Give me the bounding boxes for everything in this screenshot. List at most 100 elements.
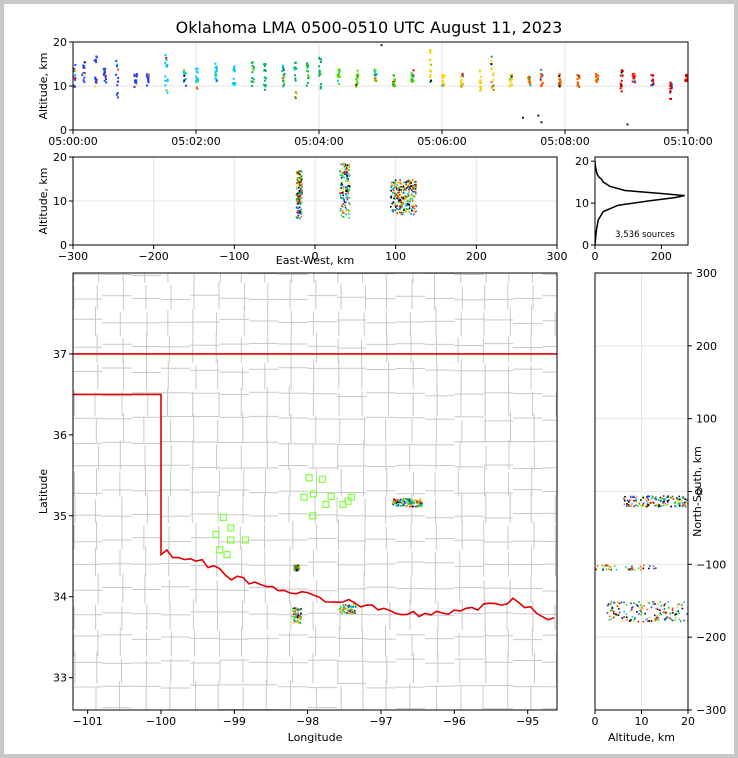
north-south-source — [639, 607, 641, 609]
north-south-x-tick-label: 20 — [681, 715, 695, 728]
map-source — [296, 616, 299, 619]
north-south-source — [672, 611, 674, 614]
map-source — [340, 606, 343, 608]
north-south-source — [654, 619, 656, 622]
east-west-source — [297, 197, 299, 199]
map-source — [393, 498, 395, 501]
east-west-source — [404, 196, 406, 199]
map-source — [297, 613, 299, 616]
time-altitude-source — [492, 84, 495, 87]
north-south-source — [684, 501, 687, 503]
time-altitude-source — [429, 51, 432, 54]
east-west-source — [348, 202, 350, 204]
north-south-source — [635, 498, 637, 501]
county-line — [312, 273, 318, 710]
time-altitude-source — [164, 61, 167, 64]
time-altitude-source — [318, 72, 321, 75]
north-south-source — [607, 564, 610, 567]
east-west-source — [343, 165, 346, 168]
east-west-source — [341, 209, 344, 212]
north-south-source — [648, 616, 651, 619]
east-west-source — [397, 208, 399, 211]
map-source — [349, 608, 351, 611]
time-altitude-source — [116, 65, 118, 68]
map-source — [298, 616, 300, 618]
time-altitude-source — [576, 78, 579, 81]
north-south-source — [626, 567, 629, 570]
north-south-source — [665, 611, 668, 613]
data-layer — [73, 44, 688, 625]
east-west-source — [408, 182, 411, 185]
time-altitude-source — [356, 80, 359, 83]
north-south-source — [616, 605, 619, 607]
east-west-source — [348, 210, 351, 212]
east-west-source — [391, 210, 394, 212]
time-altitude-source — [355, 78, 357, 81]
north-south-source — [659, 609, 661, 611]
north-south-source — [609, 568, 612, 571]
county-line — [73, 512, 557, 519]
east-west-x-tick-label: 0 — [312, 250, 319, 263]
time-altitude-source — [577, 83, 580, 86]
north-south-source — [637, 620, 640, 623]
north-south-source — [663, 504, 666, 506]
east-west-source — [410, 213, 412, 215]
north-south-source — [683, 501, 686, 504]
east-west-source — [342, 172, 344, 175]
north-south-source — [646, 608, 649, 611]
north-south-source — [651, 502, 654, 505]
map-source — [347, 605, 349, 608]
time-altitude-source — [251, 85, 254, 88]
map-source — [300, 608, 302, 610]
map-x-tick-label: −97 — [369, 715, 392, 728]
north-south-source — [678, 618, 681, 621]
county-line — [73, 464, 557, 469]
time-altitude-source — [508, 84, 511, 87]
time-altitude-source — [104, 76, 107, 79]
north-south-source — [670, 497, 672, 500]
east-west-source — [345, 170, 348, 173]
map-source — [346, 612, 348, 614]
east-west-source — [300, 196, 302, 198]
map-source — [398, 499, 401, 501]
east-west-source — [342, 194, 345, 197]
time-altitude-source — [94, 58, 97, 61]
north-south-source — [670, 496, 673, 499]
time-altitude-source — [480, 88, 483, 90]
time-altitude-source — [105, 81, 108, 84]
east-west-source — [407, 184, 410, 187]
map-source — [295, 607, 297, 610]
map-source — [396, 503, 399, 506]
map-source — [344, 604, 347, 606]
north-south-source — [669, 496, 671, 499]
east-west-source — [409, 180, 411, 183]
time-altitude-source — [233, 83, 236, 86]
time-altitude-source — [619, 87, 622, 90]
east-west-source — [346, 189, 349, 191]
north-south-source — [648, 620, 650, 622]
time-altitude-source — [429, 76, 432, 78]
time-altitude-source — [460, 83, 463, 86]
time-altitude-source — [116, 96, 119, 99]
east-west-source — [392, 181, 394, 184]
time-altitude-source — [320, 58, 323, 61]
time-altitude-source — [373, 77, 376, 80]
east-west-source — [414, 195, 416, 198]
map-source — [396, 505, 399, 507]
east-west-source — [340, 214, 343, 216]
east-west-source — [396, 205, 398, 207]
north-south-xlabel: Altitude, km — [608, 731, 675, 744]
north-south-source — [639, 604, 642, 607]
east-west-source — [411, 209, 413, 212]
east-west-source — [344, 168, 346, 170]
time-altitude-source — [337, 73, 340, 76]
time-altitude-source — [652, 74, 655, 77]
east-west-source — [402, 197, 404, 200]
north-south-source — [621, 617, 624, 619]
east-west-source — [405, 187, 408, 189]
time-altitude-source — [147, 79, 150, 82]
time-altitude-source — [559, 81, 562, 84]
map-source — [297, 622, 300, 625]
lma-station-marker — [227, 536, 235, 544]
north-south-source — [610, 601, 613, 603]
